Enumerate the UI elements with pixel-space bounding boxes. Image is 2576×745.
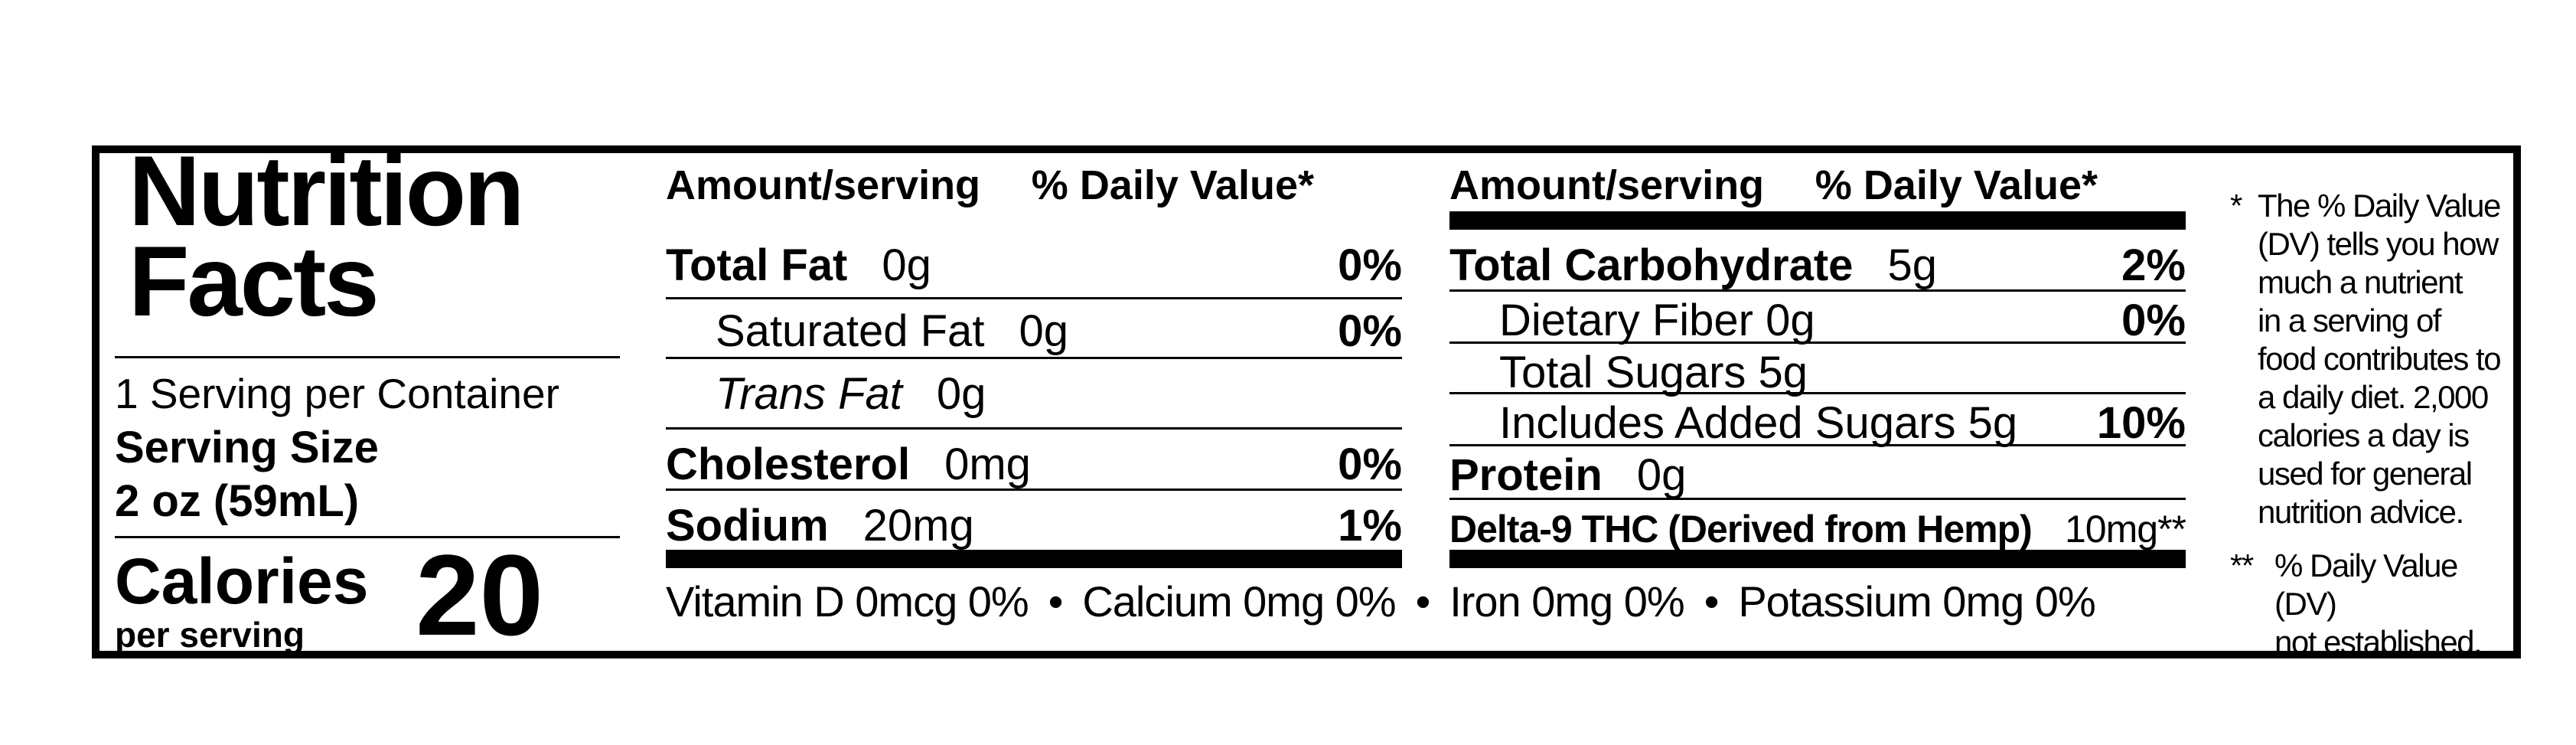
amount-per-serving-header: Amount/serving bbox=[666, 162, 981, 208]
nutrient-row-total-sugars: Total Sugars 5g bbox=[1449, 351, 2186, 395]
nutrient-dv: 0% bbox=[2121, 296, 2186, 345]
column-header: Amount/serving % Daily Value* bbox=[1449, 162, 2186, 208]
nutrient-name: Cholesterol bbox=[666, 439, 911, 489]
divider bbox=[1449, 289, 2186, 292]
serving-size-label: Serving Size bbox=[115, 423, 379, 472]
servings-per-container: 1 Serving per Container bbox=[115, 370, 559, 417]
nutrient-amount: 10mg** bbox=[2065, 508, 2186, 551]
nutrient-row-added-sugars: Includes Added Sugars 5g 10% bbox=[1449, 401, 2186, 446]
nutrient-name: Sodium bbox=[666, 501, 829, 551]
nutrient-row-delta9-thc: Delta-9 THC (Derived from Hemp) 10mg** bbox=[1449, 507, 2186, 551]
nutrient-name: Delta-9 THC (Derived from Hemp) bbox=[1449, 508, 2033, 551]
divider bbox=[1449, 498, 2186, 500]
divider bbox=[666, 297, 1402, 299]
thick-divider-bar bbox=[666, 550, 1402, 568]
daily-value-footnote-text: The % Daily Value (DV) tells you how muc… bbox=[2258, 188, 2502, 530]
bullet-separator: • bbox=[1048, 577, 1064, 626]
panel-title-line2: Facts bbox=[129, 225, 380, 337]
nutrient-row-dietary-fiber: Dietary Fiber 0g 0% bbox=[1449, 299, 2186, 343]
calcium-value: Calcium 0mg 0% bbox=[1082, 577, 1396, 626]
nutrient-dv: 10% bbox=[2096, 398, 2186, 448]
nutrient-amount: 0g bbox=[936, 369, 986, 419]
nutrient-amount: 0g bbox=[1019, 306, 1068, 356]
panel-title-line1: Nutrition bbox=[129, 135, 525, 247]
divider bbox=[1449, 392, 2186, 394]
nutrient-amount: 0g bbox=[1636, 450, 1687, 500]
nutrient-dv: 0% bbox=[1338, 439, 1402, 489]
nutrient-row-total-carbohydrate: Total Carbohydrate 5g 2% bbox=[1449, 243, 2186, 288]
nutrient-name: Includes Added Sugars 5g bbox=[1499, 398, 2018, 448]
nutrient-name: Dietary Fiber 0g bbox=[1499, 296, 1815, 345]
divider bbox=[666, 357, 1402, 359]
overview-column: Nutrition Facts 1 Serving per Container … bbox=[115, 141, 620, 659]
panel-title: Nutrition Facts bbox=[129, 135, 525, 337]
iron-value: Iron 0mg 0% bbox=[1449, 577, 1684, 626]
nutrient-dv: 0% bbox=[1338, 240, 1402, 290]
nutrient-row-protein: Protein 0g bbox=[1449, 453, 2186, 498]
micronutrients-strip: Vitamin D 0mcg 0% • Calcium 0mg 0% • Iron 0m… bbox=[666, 579, 2281, 625]
nutrient-row-trans-fat: Trans Fat 0g bbox=[666, 372, 1402, 417]
daily-value-footnote: * The % Daily Value (DV) tells you how m… bbox=[2230, 187, 2515, 531]
daily-value-header: % Daily Value* bbox=[1031, 162, 1314, 208]
nutrition-facts-panel: Nutrition Facts 1 Serving per Container … bbox=[92, 141, 2521, 660]
calories-label-block: Calories per serving bbox=[115, 547, 369, 654]
divider bbox=[1449, 341, 2186, 344]
nutrient-name: Saturated Fat bbox=[716, 306, 985, 356]
divider bbox=[115, 356, 620, 358]
nutrient-name: Total Sugars 5g bbox=[1499, 348, 1808, 397]
potassium-value: Potassium 0mg 0% bbox=[1738, 577, 2095, 626]
calories-sublabel: per serving bbox=[115, 615, 305, 655]
nutrient-row-cholesterol: Cholesterol 0mg 0% bbox=[666, 443, 1402, 487]
nutrient-amount: 0g bbox=[882, 240, 931, 290]
nutrient-row-total-fat: Total Fat 0g 0% bbox=[666, 243, 1402, 288]
vitamin-d-value: Vitamin D 0mcg 0% bbox=[666, 577, 1029, 626]
nutrient-name: Total Fat bbox=[666, 240, 848, 290]
thick-divider-bar bbox=[1449, 550, 2186, 568]
divider bbox=[115, 536, 620, 538]
divider bbox=[666, 427, 1402, 430]
nutrient-name: Trans Fat bbox=[716, 369, 902, 419]
nutrient-amount: 5g bbox=[1887, 240, 1937, 290]
nutrient-dv: 1% bbox=[1338, 501, 1402, 551]
nutrient-dv: 2% bbox=[2121, 240, 2186, 290]
nutrient-amount: 20mg bbox=[862, 501, 974, 551]
divider bbox=[1449, 444, 2186, 446]
daily-value-header: % Daily Value* bbox=[1815, 162, 2098, 208]
nutrient-name: Total Carbohydrate bbox=[1449, 240, 1854, 290]
column-header: Amount/serving % Daily Value* bbox=[666, 162, 1402, 208]
divider bbox=[666, 488, 1402, 491]
nutrients-column-2: Amount/serving % Daily Value* Total Carb… bbox=[1449, 153, 2186, 651]
double-asterisk-marker: ** bbox=[2230, 547, 2254, 583]
calories-value: 20 bbox=[416, 531, 543, 659]
nutrient-amount: 0mg bbox=[944, 439, 1031, 489]
nutrient-dv: 0% bbox=[1338, 306, 1402, 356]
calories-label: Calories bbox=[115, 545, 369, 617]
amount-per-serving-header: Amount/serving bbox=[1449, 162, 1765, 208]
bullet-separator: • bbox=[1704, 577, 1720, 626]
not-established-footnote: ** % Daily Value (DV) not established. bbox=[2230, 547, 2515, 662]
nutrients-column-1: Amount/serving % Daily Value* Total Fat 0… bbox=[666, 153, 1402, 651]
serving-size-value: 2 oz (59mL) bbox=[115, 476, 360, 526]
bullet-separator: • bbox=[1415, 577, 1431, 626]
not-established-footnote-text: % Daily Value (DV) not established. bbox=[2274, 547, 2483, 660]
nutrient-row-sodium: Sodium 20mg 1% bbox=[666, 504, 1402, 548]
nutrient-name: Protein bbox=[1449, 450, 1603, 500]
footnote-column: * The % Daily Value (DV) tells you how m… bbox=[2230, 153, 2515, 660]
thick-divider-bar bbox=[1449, 211, 2186, 230]
asterisk-marker: * bbox=[2230, 188, 2242, 224]
nutrient-row-saturated-fat: Saturated Fat 0g 0% bbox=[666, 309, 1402, 354]
